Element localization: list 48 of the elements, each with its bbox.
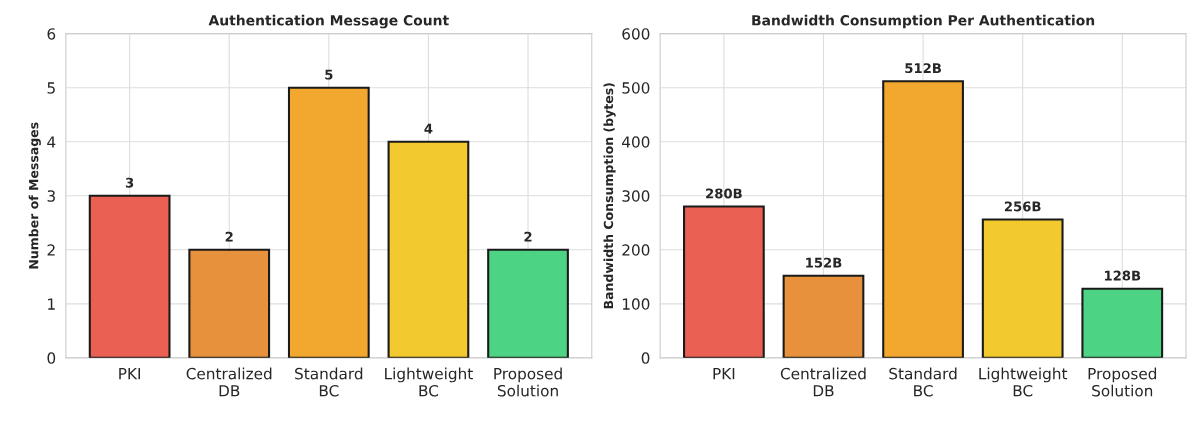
x-tick-label: PKI [713,368,735,380]
y-axis-title: Bandwidth Consumption (bytes) [603,83,616,309]
x-tick-label: Proposed Solution [1088,367,1157,397]
x-tick-label: Proposed Solution [494,367,562,397]
chart-title: Bandwidth Consumption Per Authentication [752,14,1095,29]
bar [387,140,470,358]
bar [487,248,569,358]
data-label: 3 [125,177,134,188]
y-tick-label: 400 [622,136,650,148]
y-tick-label: 0 [47,352,56,364]
data-label: 2 [225,231,233,242]
chart-title: Authentication Message Count [208,14,449,29]
y-axis-title: Number of Messages [28,122,41,269]
y-tick-label: 2 [47,244,55,256]
data-label: 2 [524,231,532,242]
data-label: 5 [325,69,333,80]
y-tick-label: 300 [622,190,650,202]
data-label: 4 [424,123,433,134]
x-tick-label: Lightweight BC [385,367,473,397]
x-tick-label: Standard BC [889,367,957,397]
x-tick-label: Centralized DB [780,367,866,397]
data-label: 128B [1104,270,1141,281]
y-tick-label: 0 [641,352,650,364]
y-tick-label: 5 [47,82,55,94]
bar [88,194,171,358]
bar [882,80,964,358]
x-tick-label: Standard BC [295,367,363,397]
bar [782,274,865,358]
y-tick-label: 100 [622,298,650,310]
y-tick-label: 4 [47,136,56,148]
data-label: 280B [706,188,742,199]
data-label: 256B [1004,201,1041,212]
bar [981,218,1064,358]
y-tick-label: 600 [622,28,650,40]
y-tick-label: 3 [47,190,55,202]
bar [287,86,370,358]
bar [683,205,765,358]
y-tick-label: 500 [622,82,650,94]
y-tick-label: 1 [48,298,55,310]
x-tick-label: Centralized DB [186,367,272,397]
y-tick-label: 6 [47,28,56,40]
data-label: 152B [806,257,842,268]
bar [188,248,271,358]
data-label: 512B [905,63,941,74]
x-tick-label: Lightweight BC [979,367,1068,397]
y-tick-label: 200 [622,244,650,256]
bar [1081,287,1164,358]
x-tick-label: PKI [119,368,140,380]
